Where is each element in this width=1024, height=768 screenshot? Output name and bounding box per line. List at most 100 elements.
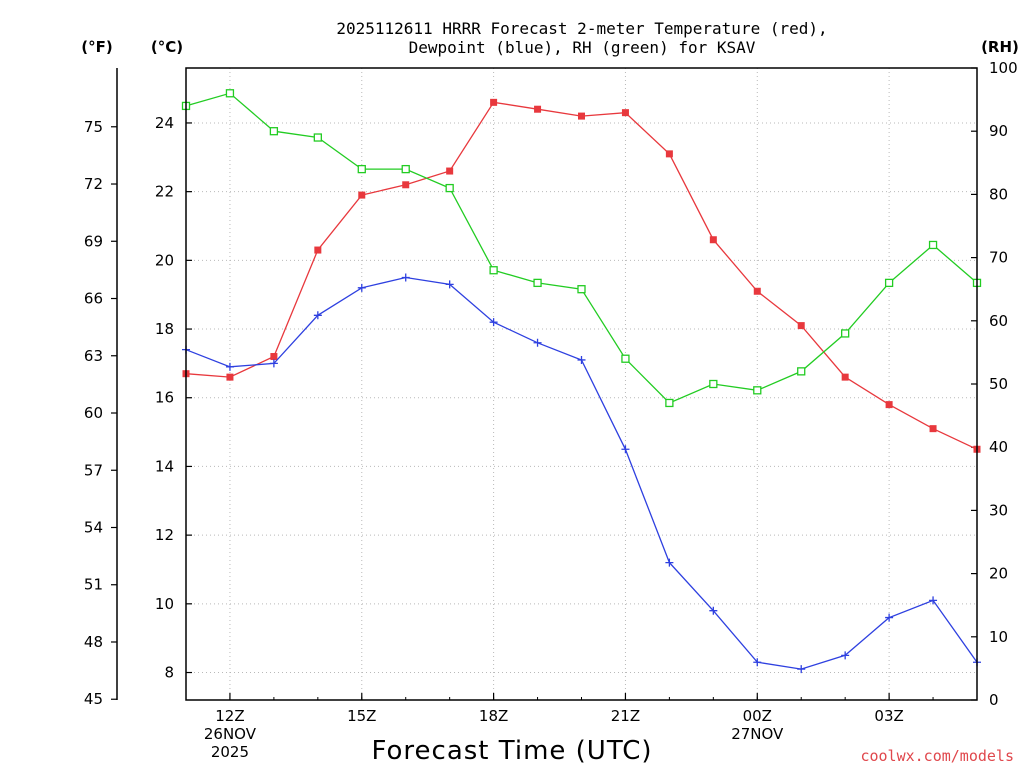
rh-tick-label: 10 xyxy=(989,628,1008,646)
dewpoint-point xyxy=(621,445,630,454)
temperature-point xyxy=(753,287,761,295)
temperature-point xyxy=(709,236,717,244)
temperature-point xyxy=(841,373,849,381)
rh-point xyxy=(841,329,850,338)
x-tick-label: 00Z xyxy=(743,707,772,725)
dewpoint-point xyxy=(313,311,322,320)
x-tick-label: 03Z xyxy=(874,707,903,725)
temperature-point xyxy=(665,150,673,158)
x-tick-label: 21Z xyxy=(611,707,640,725)
x-tick-label: 12Z xyxy=(215,707,244,725)
rh-point xyxy=(884,278,894,288)
dewpoint-point xyxy=(533,338,542,347)
x-tick-label: 18Z xyxy=(479,707,508,725)
x-tick-label: 15Z xyxy=(347,707,376,725)
dewpoint-point xyxy=(797,665,806,674)
temperature-point xyxy=(358,191,366,199)
fahrenheit-tick-label: 51 xyxy=(84,576,103,594)
celsius-tick-label: 12 xyxy=(155,526,174,544)
temperature-point xyxy=(446,167,454,175)
rh-tick-label: 0 xyxy=(989,691,999,709)
fahrenheit-tick-label: 48 xyxy=(84,633,103,651)
plot-frame xyxy=(185,67,978,701)
rh-point xyxy=(709,379,718,389)
fahrenheit-tick-label: 69 xyxy=(84,232,103,250)
fahrenheit-unit-label: (°F) xyxy=(81,38,112,56)
temperature-point xyxy=(621,109,629,117)
fahrenheit-tick-label: 66 xyxy=(84,290,103,308)
rh-point xyxy=(313,133,322,142)
credit-text: coolwx.com/models xyxy=(860,747,1014,765)
x-tick-label: 26NOV xyxy=(204,725,257,743)
rh-point xyxy=(445,183,454,193)
rh-unit-label: (RH) xyxy=(981,38,1019,56)
temperature-point xyxy=(797,322,805,330)
dewpoint-point xyxy=(489,318,498,327)
rh-tick-label: 50 xyxy=(989,375,1008,393)
temperature-point xyxy=(885,401,893,409)
rh-point xyxy=(533,278,542,288)
temperature-point xyxy=(314,246,322,254)
fahrenheit-tick-label: 45 xyxy=(84,690,103,708)
temperature-point xyxy=(402,181,410,189)
x-tick-label: 2025 xyxy=(211,743,249,761)
rh-point xyxy=(665,398,674,408)
dewpoint-point xyxy=(445,280,454,289)
dewpoint-point xyxy=(709,606,718,615)
dewpoint-line xyxy=(185,276,978,670)
celsius-tick-label: 20 xyxy=(155,251,174,269)
dewpoint-point xyxy=(665,558,674,567)
temperature-point xyxy=(578,112,585,120)
rh-point xyxy=(401,164,410,174)
celsius-tick-label: 22 xyxy=(155,183,174,201)
fahrenheit-tick-label: 60 xyxy=(84,404,103,422)
rh-point xyxy=(269,127,279,136)
rh-tick-label: 70 xyxy=(989,249,1008,267)
temperature-point xyxy=(490,98,498,106)
temperature-point xyxy=(929,425,937,433)
fahrenheit-tick-label: 54 xyxy=(84,518,103,536)
rh-tick-label: 80 xyxy=(989,185,1008,203)
dewpoint-point xyxy=(225,362,234,371)
rh-point xyxy=(753,386,762,395)
rh-point xyxy=(357,164,366,174)
dewpoint-point xyxy=(577,355,586,364)
celsius-tick-label: 24 xyxy=(155,114,174,132)
rh-tick-label: 40 xyxy=(989,438,1008,456)
dewpoint-point xyxy=(269,359,278,368)
dewpoint-point xyxy=(753,658,762,667)
dewpoint-point xyxy=(885,613,894,622)
fahrenheit-tick-label: 57 xyxy=(84,461,103,479)
rh-tick-label: 60 xyxy=(989,312,1008,330)
celsius-tick-label: 10 xyxy=(155,595,174,613)
grid-layer xyxy=(186,68,977,700)
rh-point xyxy=(797,367,806,376)
fahrenheit-tick-label: 72 xyxy=(84,175,103,193)
rh-tick-label: 20 xyxy=(989,565,1008,583)
rh-tick-label: 30 xyxy=(989,501,1008,519)
celsius-tick-label: 18 xyxy=(155,320,174,338)
rh-point xyxy=(928,240,938,250)
temperature-point xyxy=(270,353,278,361)
celsius-tick-label: 14 xyxy=(155,457,174,475)
celsius-tick-label: 16 xyxy=(155,389,174,407)
dewpoint-point xyxy=(841,651,850,660)
axis-layer: 8 10 12 14 16 18 20 22 24 45 48 51 54 57 60 63 66 69 72 75 0… xyxy=(84,59,1018,761)
rh-point xyxy=(225,89,235,98)
series-layer xyxy=(181,89,982,674)
dewpoint-point xyxy=(357,283,366,292)
chart-title-line-1: 2025112611 HRRR Forecast 2-meter Tempera… xyxy=(336,19,827,38)
rh-tick-label: 90 xyxy=(989,122,1008,140)
celsius-unit-label: (°C) xyxy=(151,38,183,56)
temperature-point xyxy=(534,105,542,113)
dewpoint-point xyxy=(929,596,938,605)
fahrenheit-tick-label: 75 xyxy=(84,118,103,136)
rh-point xyxy=(621,354,630,363)
rh-tick-label: 100 xyxy=(989,59,1018,77)
chart-title-line-2: Dewpoint (blue), RH (green) for KSAV xyxy=(409,38,756,57)
fahrenheit-tick-label: 63 xyxy=(84,347,103,365)
x-tick-label: 27NOV xyxy=(731,725,784,743)
rh-point xyxy=(577,285,586,294)
x-axis-title: Forecast Time (UTC) xyxy=(371,736,652,766)
